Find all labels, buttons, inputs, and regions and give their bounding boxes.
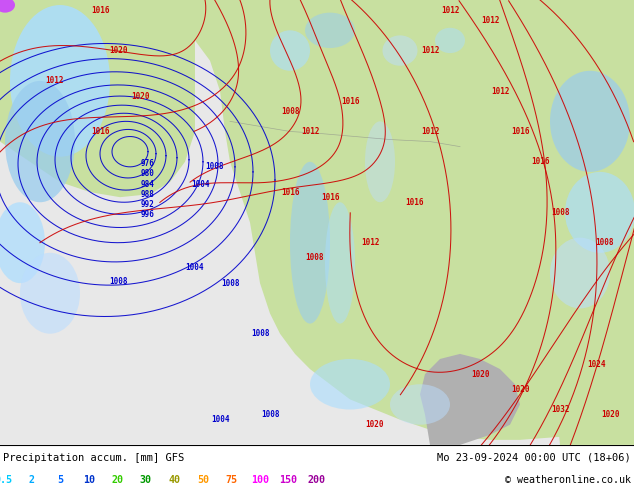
Text: 1020: 1020 xyxy=(109,46,127,55)
Text: 1008: 1008 xyxy=(221,279,239,288)
Text: 200: 200 xyxy=(308,475,326,485)
Text: 1008: 1008 xyxy=(596,238,614,247)
Text: 75: 75 xyxy=(226,475,237,485)
Text: 1016: 1016 xyxy=(321,193,339,202)
Text: 1012: 1012 xyxy=(301,127,320,136)
Ellipse shape xyxy=(310,359,390,410)
Text: 150: 150 xyxy=(280,475,297,485)
Ellipse shape xyxy=(270,30,310,71)
Text: 1016: 1016 xyxy=(340,97,359,106)
Text: 1024: 1024 xyxy=(586,360,605,368)
Text: 976: 976 xyxy=(141,159,155,168)
Text: 30: 30 xyxy=(140,475,152,485)
Ellipse shape xyxy=(550,238,610,308)
Text: 980: 980 xyxy=(141,170,155,178)
Text: 1004: 1004 xyxy=(191,179,209,189)
Polygon shape xyxy=(195,0,634,440)
Text: 1012: 1012 xyxy=(361,238,379,247)
Ellipse shape xyxy=(290,162,330,323)
Text: 992: 992 xyxy=(141,200,155,209)
Text: 1012: 1012 xyxy=(46,76,64,85)
Text: 1008: 1008 xyxy=(281,107,299,116)
Text: 1012: 1012 xyxy=(421,46,439,55)
Text: 996: 996 xyxy=(141,210,155,219)
Polygon shape xyxy=(420,354,520,445)
Text: 1016: 1016 xyxy=(91,5,109,15)
Text: 1008: 1008 xyxy=(306,253,324,262)
Text: 1016: 1016 xyxy=(281,188,299,196)
Text: 1004: 1004 xyxy=(186,264,204,272)
Text: 1016: 1016 xyxy=(406,198,424,207)
Text: 1016: 1016 xyxy=(91,127,109,136)
Text: 1008: 1008 xyxy=(109,277,127,286)
Text: 1032: 1032 xyxy=(551,405,569,414)
Text: 0.5: 0.5 xyxy=(0,475,12,485)
Text: 1004: 1004 xyxy=(210,415,230,424)
Text: 1012: 1012 xyxy=(481,16,499,24)
Text: Mo 23-09-2024 00:00 UTC (18+06): Mo 23-09-2024 00:00 UTC (18+06) xyxy=(437,453,631,463)
Text: 1012: 1012 xyxy=(421,127,439,136)
Text: 2: 2 xyxy=(29,475,35,485)
Text: Precipitation accum. [mm] GFS: Precipitation accum. [mm] GFS xyxy=(3,453,184,463)
Text: 20: 20 xyxy=(112,475,123,485)
Ellipse shape xyxy=(390,384,450,425)
Text: 100: 100 xyxy=(251,475,269,485)
Text: 1008: 1008 xyxy=(251,329,269,338)
Ellipse shape xyxy=(365,122,395,202)
Ellipse shape xyxy=(565,172,634,253)
Ellipse shape xyxy=(0,0,15,13)
Text: 5: 5 xyxy=(57,475,63,485)
Ellipse shape xyxy=(10,5,110,157)
Text: 40: 40 xyxy=(169,475,180,485)
Text: © weatheronline.co.uk: © weatheronline.co.uk xyxy=(505,475,631,485)
Text: 1012: 1012 xyxy=(491,87,509,96)
Ellipse shape xyxy=(305,13,355,48)
Text: 1020: 1020 xyxy=(366,420,384,429)
Text: 984: 984 xyxy=(141,179,155,189)
Text: 1020: 1020 xyxy=(511,385,529,394)
Text: 1008: 1008 xyxy=(551,208,569,217)
Polygon shape xyxy=(558,359,634,445)
Text: 10: 10 xyxy=(83,475,94,485)
Ellipse shape xyxy=(382,35,418,66)
Ellipse shape xyxy=(20,253,80,334)
Text: 1016: 1016 xyxy=(511,127,529,136)
Text: 1020: 1020 xyxy=(601,410,619,419)
Text: 1012: 1012 xyxy=(441,5,459,15)
Ellipse shape xyxy=(435,28,465,53)
Text: 988: 988 xyxy=(141,190,155,198)
Ellipse shape xyxy=(325,202,355,323)
Ellipse shape xyxy=(5,81,75,202)
Text: 50: 50 xyxy=(197,475,209,485)
Text: 1016: 1016 xyxy=(531,157,549,166)
Ellipse shape xyxy=(550,71,630,172)
Ellipse shape xyxy=(0,202,45,283)
Text: 1020: 1020 xyxy=(131,92,149,100)
Text: 1020: 1020 xyxy=(471,369,489,379)
Text: 1008: 1008 xyxy=(261,410,279,419)
Text: 1008: 1008 xyxy=(206,162,224,171)
Polygon shape xyxy=(0,0,195,197)
